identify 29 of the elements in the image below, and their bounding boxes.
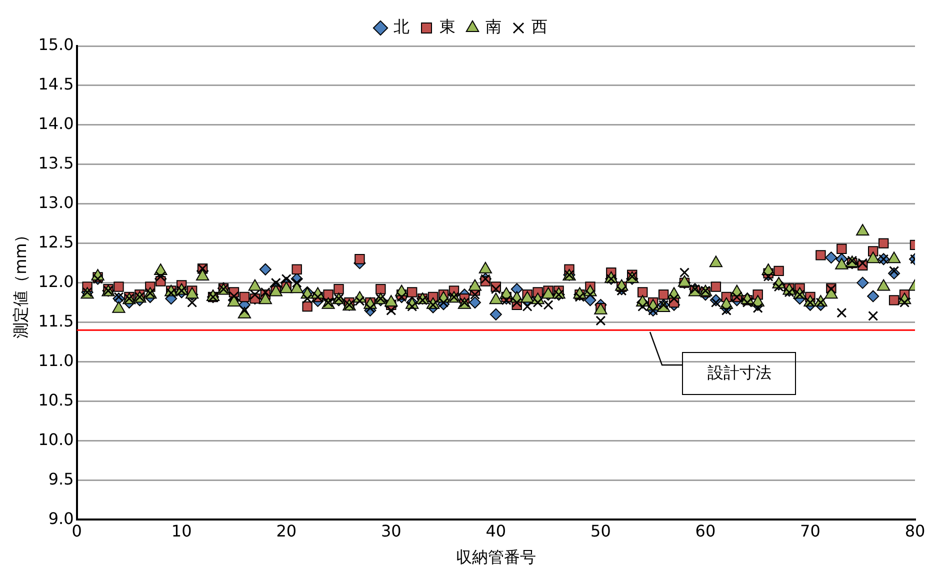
x-tick-label: 40 — [486, 521, 506, 540]
y-tick-label: 9.5 — [48, 469, 74, 488]
x-axis-title: 収納管番号 — [456, 548, 536, 567]
y-tick-label: 14.0 — [38, 114, 74, 134]
x-tick-label: 30 — [380, 521, 402, 540]
legend-label: 北 — [394, 17, 410, 36]
y-tick-label: 9.0 — [48, 508, 74, 528]
y-tick-label: 10.5 — [38, 390, 74, 410]
y-tick-label: 11.0 — [38, 350, 74, 370]
y-tick-label: 10.0 — [38, 430, 74, 449]
legend-label: 西 — [532, 17, 548, 36]
legend-label: 東 — [440, 17, 456, 36]
x-tick-label: 80 — [904, 521, 926, 540]
x-tick-label: 10 — [171, 521, 192, 540]
y-axis-title: 測定値（mm） — [10, 227, 30, 338]
y-tick-label: 13.0 — [38, 193, 74, 212]
y-tick-label: 12.5 — [38, 232, 74, 252]
y-tick-label: 12.0 — [38, 272, 74, 291]
y-tick-label: 14.5 — [38, 74, 74, 94]
y-tick-label: 13.5 — [38, 154, 74, 173]
y-tick-label: 11.5 — [38, 311, 74, 330]
x-tick-label: 70 — [800, 521, 820, 540]
x-tick-label: 20 — [276, 521, 297, 540]
x-tick-label: 0 — [72, 521, 82, 540]
x-tick-label: 50 — [590, 521, 611, 540]
legend-label: 南 — [486, 17, 502, 36]
x-tick-label: 60 — [695, 521, 716, 540]
y-tick-label: 15.0 — [38, 35, 74, 54]
ref-line-label: 設計寸法 — [682, 352, 796, 396]
